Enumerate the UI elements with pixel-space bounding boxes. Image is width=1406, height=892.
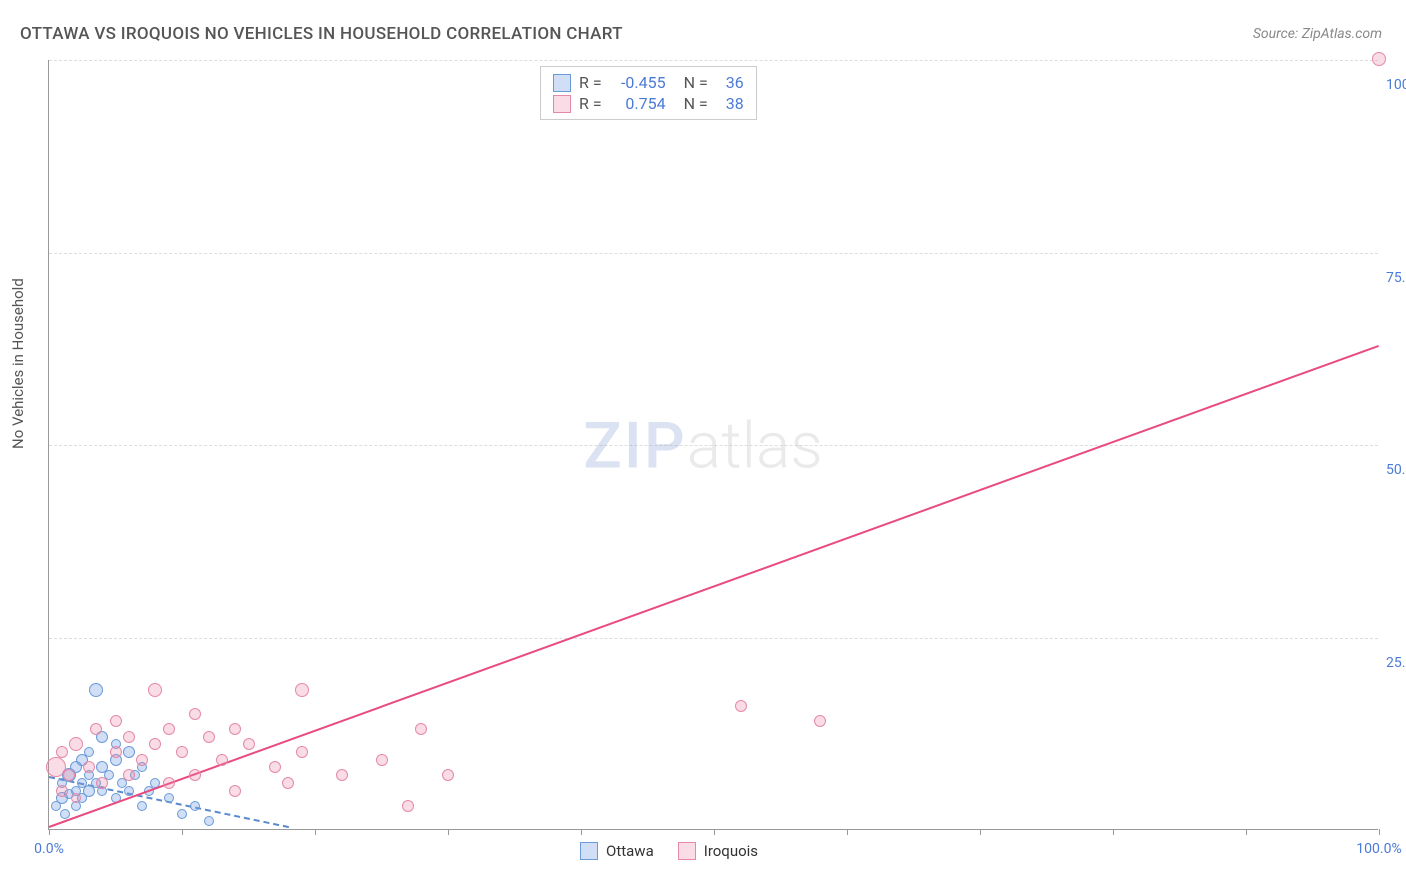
scatter-point [89,683,103,697]
scatter-point [148,683,162,697]
scatter-point [96,777,108,789]
source-prefix: Source: [1253,26,1302,42]
x-tick [714,829,715,835]
x-tick [980,829,981,835]
x-tick [581,829,582,835]
scatter-point [814,715,826,727]
scatter-point [69,737,83,751]
scatter-point [216,754,228,766]
legend-n-value: 36 [716,73,744,92]
legend-n-symbol: N = [684,73,708,92]
scatter-point [60,809,70,819]
scatter-point [282,777,294,789]
scatter-point [296,746,308,758]
scatter-point [123,769,135,781]
legend-correlation-row: R = 0.754 N = 38 [553,94,744,113]
legend-swatch [553,74,571,92]
scatter-point [204,816,214,826]
legend-n-value: 38 [716,94,744,113]
x-tick [1246,829,1247,835]
legend-correlation-box: R = -0.455 N = 36 R = 0.754 N = 38 [540,66,757,120]
gridline-horizontal [49,60,1378,61]
source-attribution: Source: ZipAtlas.com [1253,26,1382,42]
scatter-point [229,723,241,735]
scatter-point [83,761,95,773]
scatter-point [84,747,94,757]
scatter-point [164,793,174,803]
scatter-point [163,723,175,735]
trend-line [49,345,1380,828]
scatter-point [203,731,215,743]
legend-n-symbol: N = [684,94,708,113]
scatter-point [123,746,135,758]
gridline-horizontal [49,638,1378,639]
x-tick [847,829,848,835]
gridline-horizontal [49,445,1378,446]
legend-swatch [678,842,696,860]
x-tick [1113,829,1114,835]
x-tick [1379,829,1380,835]
legend-r-value: 0.754 [610,94,666,113]
legend-series-item: Ottawa [580,842,654,860]
scatter-point [71,793,81,803]
scatter-point [1372,52,1386,66]
scatter-point [229,785,241,797]
scatter-point [110,715,122,727]
y-tick-label: 25.0% [1386,655,1406,671]
scatter-point [269,761,281,773]
scatter-point [136,754,148,766]
scatter-point [442,769,454,781]
scatter-point [336,769,348,781]
y-axis-label: No Vehicles in Household [9,278,27,449]
x-tick [315,829,316,835]
legend-bottom: Ottawa Iroquois [580,842,758,860]
scatter-point [163,777,175,789]
scatter-point [190,801,200,811]
scatter-point [177,809,187,819]
source-name: ZipAtlas.com [1302,26,1382,42]
scatter-point [376,754,388,766]
x-tick-label: 0.0% [34,841,64,857]
scatter-point [137,801,147,811]
scatter-point [735,700,747,712]
scatter-point [189,708,201,720]
scatter-point [402,800,414,812]
legend-series-label: Iroquois [704,842,758,860]
y-tick-label: 100.0% [1386,77,1406,93]
scatter-point [189,769,201,781]
scatter-point [243,738,255,750]
y-tick-label: 50.0% [1386,462,1406,478]
scatter-point [63,769,75,781]
gridline-horizontal [49,253,1378,254]
scatter-point [90,723,102,735]
legend-r-symbol: R = [579,73,602,92]
x-tick [182,829,183,835]
scatter-point [295,683,309,697]
scatter-point [149,738,161,750]
scatter-point [123,731,135,743]
y-tick-label: 75.0% [1386,270,1406,286]
legend-swatch [553,95,571,113]
scatter-point [176,746,188,758]
scatter-point [415,723,427,735]
chart-title: OTTAWA VS IROQUOIS NO VEHICLES IN HOUSEH… [20,24,623,44]
x-tick [448,829,449,835]
scatter-point [124,786,134,796]
legend-correlation-row: R = -0.455 N = 36 [553,73,744,92]
legend-series-item: Iroquois [678,842,758,860]
legend-swatch [580,842,598,860]
legend-r-symbol: R = [579,94,602,113]
legend-series-label: Ottawa [606,842,654,860]
legend-r-value: -0.455 [610,73,666,92]
scatter-point [56,785,68,797]
plot-area: 25.0%50.0%75.0%100.0%0.0%100.0% [48,60,1378,830]
scatter-point [110,746,122,758]
scatter-point [56,746,68,758]
x-tick-label: 100.0% [1356,841,1401,857]
x-tick [49,829,50,835]
